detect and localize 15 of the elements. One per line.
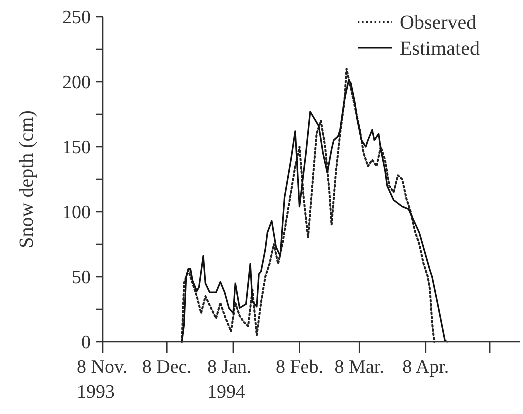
- x-tick-label: 8 Mar.: [334, 357, 384, 378]
- y-tick-label: 100: [62, 202, 91, 224]
- y-tick-label: 200: [62, 72, 91, 94]
- x-tick-label: 8 Apr.: [402, 357, 450, 378]
- x-tick-label: 8 Feb.: [276, 357, 324, 378]
- x-tick-label: 8 Nov. 1993: [77, 357, 128, 403]
- x-tick-label: 8 Jan. 1994: [207, 357, 252, 403]
- y-axis-title: Snow depth (cm): [16, 110, 38, 248]
- y-tick-label: 150: [62, 138, 91, 159]
- y-tick-label: 0: [82, 332, 91, 354]
- x-tick-label: 8 Dec.: [142, 357, 192, 378]
- y-tick-label: 50: [72, 268, 91, 289]
- legend-label: Estimated: [400, 38, 480, 60]
- y-tick-label: 250: [62, 8, 91, 29]
- legend-label: Observed: [400, 12, 477, 34]
